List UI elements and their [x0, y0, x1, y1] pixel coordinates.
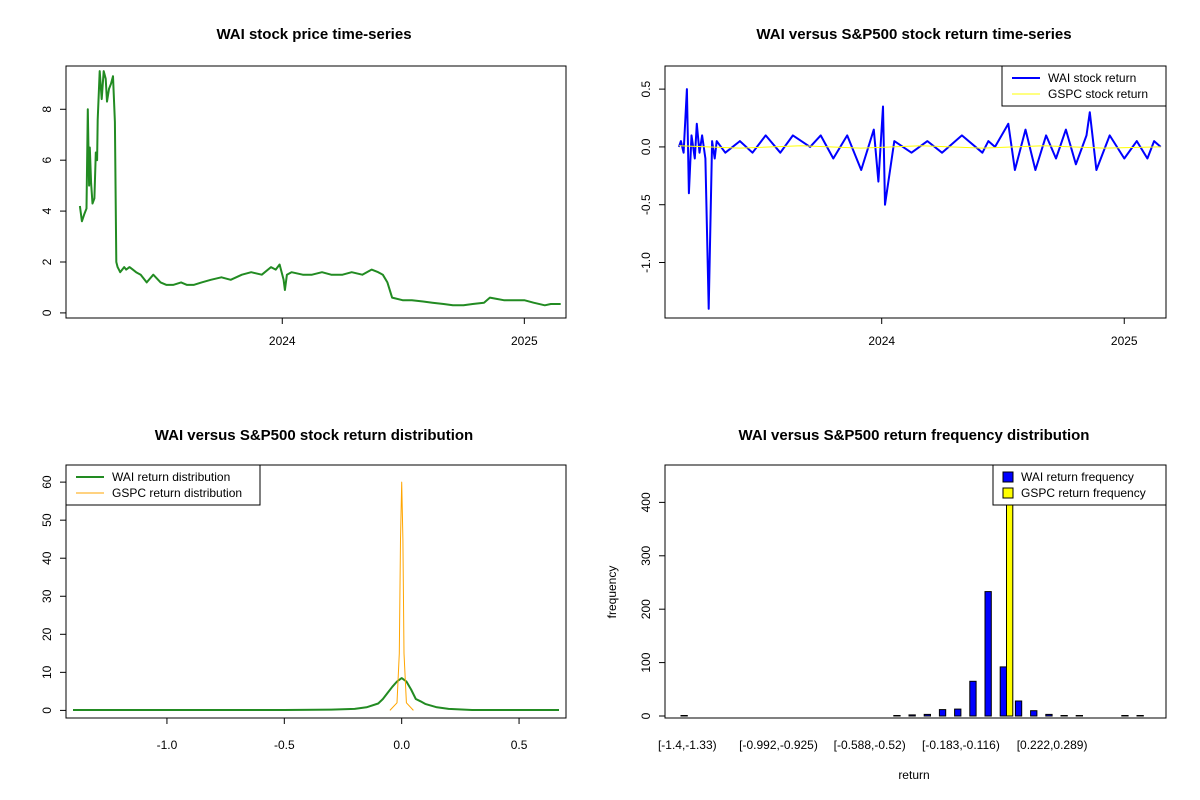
wai-frequency-bar [984, 591, 992, 717]
x-tick-label: 2024 [269, 334, 296, 348]
x-tick-label: 2025 [511, 334, 538, 348]
x-axis-label: return [898, 768, 929, 782]
wai-frequency-bar [999, 666, 1008, 717]
y-tick-label: 20 [40, 627, 54, 641]
y-tick-label: 60 [40, 475, 54, 489]
wai-frequency-bar [1136, 715, 1144, 717]
x-tick-label: 2025 [1111, 334, 1138, 348]
legend-entry: GSPC return frequency [1021, 486, 1146, 500]
legend-swatch [1002, 471, 1014, 483]
wai-frequency-bar [923, 713, 932, 717]
plot-frame [65, 65, 567, 319]
x-tick-label: [-0.992,-0.925) [739, 738, 818, 752]
wai-frequency-bar [969, 680, 977, 717]
y-tick-label: 0 [639, 712, 653, 719]
x-tick-label: -1.0 [157, 738, 178, 752]
wai-frequency-bar [1060, 715, 1068, 717]
y-tick-label: 30 [40, 589, 54, 603]
legend-entry: WAI stock return [1048, 71, 1136, 85]
plot-frame [664, 65, 1167, 319]
wai-frequency-bar [1045, 713, 1053, 717]
legend-entry: GSPC return distribution [112, 486, 242, 500]
legend-box [65, 464, 261, 506]
return-distribution-panel: WAI versus S&P500 stock return distribut… [40, 427, 567, 752]
legend-entry: WAI return frequency [1021, 470, 1134, 484]
y-tick-label: 6 [40, 157, 54, 164]
gspc-return-line [678, 145, 1161, 149]
y-tick-label: -1.0 [639, 252, 653, 273]
wai-frequency-bar [893, 715, 901, 717]
y-tick-label: -0.5 [639, 194, 653, 215]
price-chart-panel: WAI stock price time-series 0 2 4 6 8 2024 202… [40, 26, 567, 348]
gspc-density-line [389, 481, 414, 711]
x-tick-label: 0.0 [393, 738, 410, 752]
frequency-distribution-panel: WAI versus S&P500 return frequency distr… [605, 427, 1167, 782]
price-chart-title: WAI stock price time-series [216, 26, 411, 43]
wai-frequency-bar [1014, 700, 1023, 717]
x-tick-label: 0.5 [511, 738, 528, 752]
y-tick-label: 4 [40, 207, 54, 214]
y-tick-label: 8 [40, 106, 54, 113]
y-tick-label: 200 [639, 599, 653, 619]
wai-frequency-bar [954, 708, 962, 717]
wai-frequency-bar [1030, 710, 1038, 717]
y-tick-label: 0 [40, 309, 54, 316]
wai-frequency-bar [908, 714, 916, 717]
x-tick-label: -0.5 [274, 738, 295, 752]
x-tick-label: [-1.4,-1.33) [658, 738, 717, 752]
legend-entry: WAI return distribution [112, 470, 230, 484]
return-timeseries-title: WAI versus S&P500 stock return time-seri… [756, 26, 1071, 43]
legend-swatch [1002, 487, 1014, 499]
x-tick-label: [0.222,0.289) [1017, 738, 1088, 752]
plot-frame [664, 464, 1167, 719]
wai-frequency-bar [938, 709, 947, 717]
wai-frequency-bar [1075, 715, 1083, 717]
y-tick-label: 50 [40, 513, 54, 527]
y-tick-label: 300 [639, 545, 653, 565]
legend-box [992, 464, 1167, 506]
wai-return-line [677, 88, 1162, 310]
y-tick-label: 400 [639, 492, 653, 512]
x-tick-label: 2024 [868, 334, 895, 348]
return-distribution-title: WAI versus S&P500 stock return distribut… [155, 427, 473, 444]
y-tick-label: 100 [639, 652, 653, 672]
y-tick-label: 40 [40, 551, 54, 565]
plot-frame [65, 464, 567, 719]
wai-frequency-bar [1121, 715, 1129, 717]
x-tick-label: [-0.588,-0.52) [834, 738, 906, 752]
frequency-distribution-title: WAI versus S&P500 return frequency distr… [739, 427, 1090, 444]
y-tick-label: 0.0 [639, 138, 653, 155]
wai-density-line [73, 677, 559, 711]
y-tick-label: 2 [40, 258, 54, 265]
x-tick-label: [-0.183,-0.116) [922, 738, 1000, 752]
wai-frequency-bar [680, 715, 688, 717]
legend-box [1001, 65, 1167, 107]
y-tick-label: 0.5 [639, 80, 653, 97]
legend-entry: GSPC stock return [1048, 87, 1148, 101]
return-timeseries-panel: WAI versus S&P500 stock return time-seri… [639, 26, 1167, 348]
y-axis-label: frequency [605, 566, 619, 619]
price-line [78, 70, 561, 307]
y-tick-label: 10 [40, 665, 54, 679]
y-tick-label: 0 [40, 707, 54, 714]
